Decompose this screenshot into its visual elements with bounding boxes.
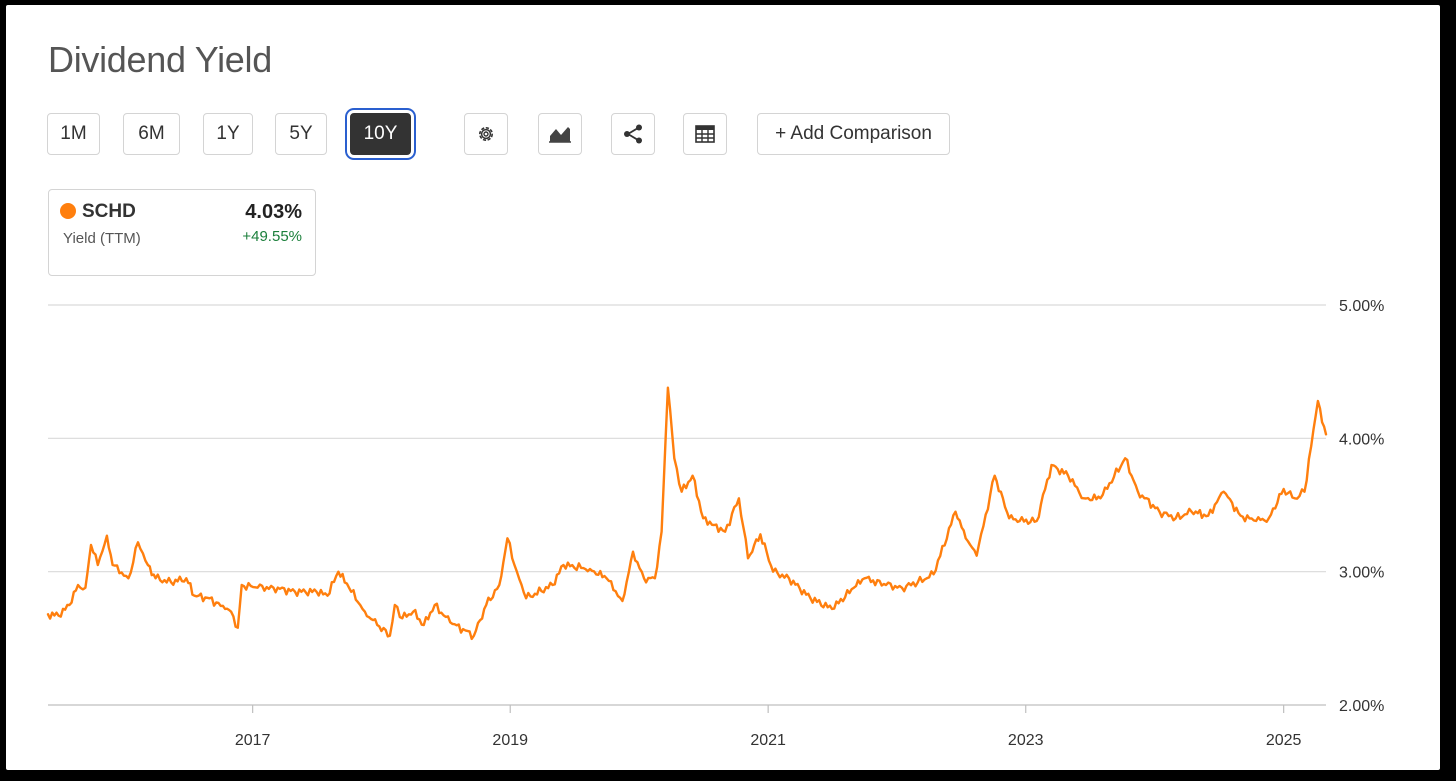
table-icon bbox=[695, 125, 715, 143]
legend-ticker: SCHD bbox=[82, 201, 136, 222]
x-tick-label: 2019 bbox=[492, 732, 528, 749]
range-5y-button[interactable]: 5Y bbox=[275, 113, 327, 155]
share-button[interactable] bbox=[611, 113, 655, 155]
x-tick-label: 2017 bbox=[235, 732, 271, 749]
legend-change: +49.55% bbox=[242, 228, 302, 245]
range-1y-button[interactable]: 1Y bbox=[203, 113, 253, 155]
legend-value: 4.03% bbox=[245, 201, 302, 223]
chart-type-icon bbox=[548, 124, 572, 144]
range-10y-button[interactable]: 10Y bbox=[350, 113, 411, 155]
chart-panel: Dividend Yield 1M 6M 1Y 5Y 10Y bbox=[6, 5, 1440, 770]
settings-button[interactable] bbox=[464, 113, 508, 155]
series-color-dot bbox=[60, 203, 76, 219]
legend-card[interactable]: SCHD Yield (TTM) 4.03% +49.55% bbox=[48, 189, 316, 276]
x-tick-label: 2021 bbox=[750, 732, 786, 749]
y-tick-label: 2.00% bbox=[1339, 698, 1384, 715]
legend-metric: Yield (TTM) bbox=[63, 230, 141, 247]
table-button[interactable] bbox=[683, 113, 727, 155]
chart-type-button[interactable] bbox=[538, 113, 582, 155]
x-tick-label: 2025 bbox=[1266, 732, 1302, 749]
page-title: Dividend Yield bbox=[48, 39, 272, 80]
series-line-schd bbox=[46, 386, 1328, 641]
x-tick-label: 2023 bbox=[1008, 732, 1044, 749]
dividend-yield-chart: 5.00% 4.00% 3.00% 2.00% 2017 2019 2021 2023 2025 bbox=[46, 298, 1384, 749]
y-tick-label: 5.00% bbox=[1339, 298, 1384, 315]
share-icon bbox=[622, 123, 644, 145]
gear-icon bbox=[475, 123, 497, 145]
range-6m-button[interactable]: 6M bbox=[123, 113, 180, 155]
y-tick-label: 4.00% bbox=[1339, 431, 1384, 448]
add-comparison-button[interactable]: + Add Comparison bbox=[757, 113, 950, 155]
y-tick-label: 3.00% bbox=[1339, 565, 1384, 582]
range-1m-button[interactable]: 1M bbox=[47, 113, 100, 155]
